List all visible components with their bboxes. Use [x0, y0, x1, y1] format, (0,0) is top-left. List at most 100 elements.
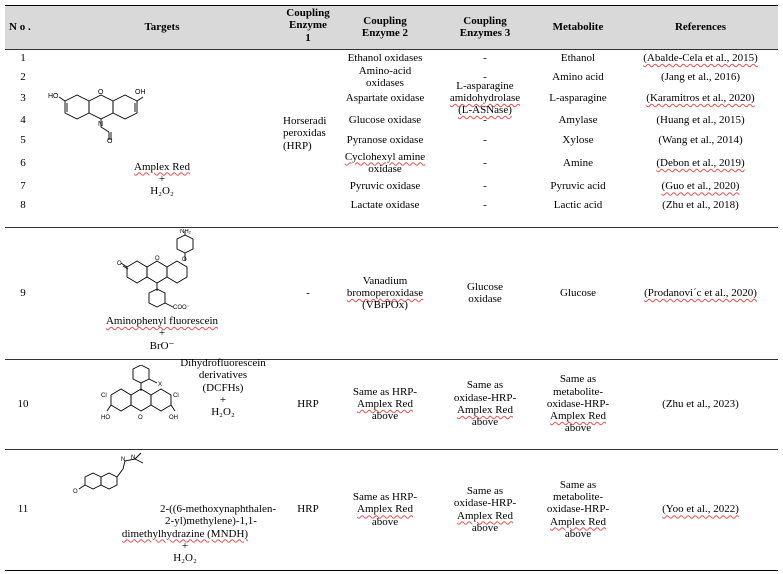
coupling-enzyme3-cell: L-asparagine amidohydrolase (L-ASNase) [437, 80, 533, 117]
dcfh-cl-left: Cl [101, 393, 107, 399]
metabolite-detection-table: N o . Targets Coupling Enzyme 1 Coupling… [5, 5, 778, 571]
row9-enzyme2-line: bromoperoxidase [346, 286, 424, 299]
row9-metabolite: Glucose [559, 286, 597, 299]
dcfh-oh-label: OH [169, 415, 178, 421]
row10-metabolite-line: oxidase-HRP- [546, 397, 610, 410]
row11-no: 11 [17, 503, 29, 516]
coupling-enzyme2-cell: Pyruvic oxidase [333, 177, 437, 196]
row10-metabolite-line: Amplex Red [550, 410, 606, 423]
coupling-enzyme3-cell: - [437, 196, 533, 215]
coupling-enzyme3-cell: - [437, 131, 533, 149]
coupling-enzyme3-line: - [483, 70, 487, 83]
coupling-enzyme2-line: Pyruvic oxidase [349, 180, 421, 193]
dcfh-x-label: X [158, 382, 162, 388]
row10-enzyme3-line: Same as [466, 379, 504, 392]
reference-cell: (Debon et al., 2019) [623, 149, 778, 177]
coupling-enzyme2-cell: Ethanol oxidases [333, 49, 437, 67]
coupling-enzyme2-line: oxidases [366, 77, 404, 89]
row11-enzyme3: Same as oxidase-HRP- Amplex Red above [437, 449, 533, 570]
row8-bottom-rule [5, 227, 778, 228]
apf-coo-label: COO⁻ [173, 305, 190, 311]
amplex-n-label: N [98, 121, 103, 128]
row9-enzyme2: Vanadium bromoperoxidase (VBrPOx) [333, 227, 437, 359]
amplex-plus: + [158, 172, 166, 185]
coupling-enzyme3-line: - [483, 133, 487, 146]
mndh-n2-label: N [131, 455, 135, 461]
table-bottom-rule [5, 570, 778, 571]
row11-metabolite: Same as metabolite- oxidase-HRP- Amplex … [533, 449, 623, 570]
header-bottom-rule [5, 49, 778, 50]
row10-metabolite: Same as metabolite- oxidase-HRP- Amplex … [533, 359, 623, 449]
row10-enzyme3-line: above [471, 416, 499, 429]
row11-metabolite-line: oxidase-HRP- [546, 503, 610, 516]
row11-metabolite-line: metabolite- [552, 491, 604, 504]
reference-cell: (Guo et al., 2020) [623, 177, 778, 196]
coupling-enzyme3-line: - [483, 180, 487, 193]
apf-nh2-label: NH₂ [180, 229, 192, 235]
row9-enzyme2-line: Vanadium [362, 274, 408, 287]
reference-text: (Abalde-Cela et al., 2015) [643, 51, 758, 64]
row11-target-line: dimethylhydrazine (MNDH) [121, 527, 249, 540]
apf-ether-o-label: O [182, 257, 187, 263]
row-number: 1 [20, 51, 26, 64]
amplex-carbonyl-o-label: O [107, 138, 113, 143]
row10-metabolite-line: above [564, 422, 592, 435]
enzyme1-line: peroxidas [283, 127, 326, 140]
header-enzyme3-line: Enzymes 3 [459, 27, 511, 39]
row10-enzyme1: HRP [297, 397, 319, 410]
table-header-background [5, 5, 778, 49]
dcfh-ho-label: HO [101, 415, 110, 421]
header-enzyme1-line: 1 [305, 31, 311, 44]
metabolite-cell: Ethanol [560, 51, 596, 64]
row9-enzyme3: Glucose oxidase [437, 227, 533, 359]
dcfh-cl-right: Cl [173, 393, 179, 399]
reference-cell: (Zhu et al., 2018) [623, 196, 778, 215]
row-number: 7 [20, 180, 26, 193]
header-enzyme2-line: Coupling [363, 14, 407, 27]
row10-target-line: derivatives [198, 369, 248, 382]
amplex-o-label: O [98, 89, 104, 96]
row11-target-line: 2-((6-methoxynaphthalen- [159, 503, 277, 515]
header-enzyme1: Coupling Enzyme 1 [283, 5, 333, 49]
row9-enzyme1: - [306, 286, 310, 299]
row11-target-line: H₂O₂ [173, 552, 197, 565]
row11-reference-text: (Yoo et al., 2022) [662, 503, 739, 516]
reference-text: (Debon et al., 2019) [656, 156, 745, 169]
row10-enzyme3-line: Amplex Red [457, 404, 513, 416]
row11-target-text: 2-((6-methoxynaphthalen- 2-yl)methylene)… [85, 503, 285, 573]
metabolite-cell: Lactic acid [553, 199, 603, 212]
row9-reference: (Prodanovi´c et al., 2020) [623, 227, 778, 359]
row9-enzyme3-line: Glucose [466, 280, 504, 293]
dcfh-ring-o-label: O [138, 415, 143, 421]
coupling-enzyme3-line: (L-ASNase) [458, 104, 512, 117]
row11-enzyme1: HRP [297, 503, 319, 516]
header-references: References [674, 20, 727, 33]
header-enzyme2-line: Enzyme 2 [361, 27, 409, 39]
reference-text: (Jang et al., 2016) [660, 70, 741, 83]
row11-metabolite-line: Same as [559, 478, 597, 491]
coupling-enzyme2-line: Glucose oxidase [348, 113, 422, 126]
row11-enzyme2: Same as HRP- Amplex Red above [333, 449, 437, 570]
row11-target-line: 2-yl)methylene)-1,1- [165, 515, 257, 528]
reference-cell: (Huang et al., 2015) [623, 109, 778, 131]
reference-cell: (Abalde-Cela et al., 2015) [623, 49, 778, 67]
row10-metabolite-line: metabolite- [552, 385, 604, 398]
coupling-enzyme3-line: - [483, 113, 487, 126]
amplex-ho-label: HO [48, 93, 59, 100]
mndh-o-label: O [73, 489, 78, 495]
coupling-enzyme2-line: oxidase [368, 163, 402, 175]
header-enzyme2: Coupling Enzyme 2 [333, 5, 437, 49]
row9-target-text: Aminophenyl fluorescein + BrO⁻ [41, 315, 283, 359]
row9-enzyme2-line: (VBrPOx) [362, 299, 408, 312]
row10-target-line: H₂O₂ [211, 406, 235, 419]
row11-enzyme3-line: oxidase-HRP- [453, 497, 517, 510]
reference-cell: (Karamitros et al., 2020) [623, 87, 778, 109]
header-enzyme1-line: Enzyme [289, 19, 327, 32]
row11-reference: (Yoo et al., 2022) [623, 449, 778, 570]
row9-enzyme3-line: oxidase [468, 293, 502, 305]
amplex-enzyme1: Horseradi peroxidas (HRP) [283, 115, 333, 159]
row10-target-line: (DCFHs) [202, 381, 244, 394]
row11-enzyme3-line: above [471, 521, 499, 534]
coupling-enzyme2-cell: Amino-acid oxidases [333, 65, 437, 89]
coupling-enzyme3-line: L-asparagine [456, 79, 514, 92]
